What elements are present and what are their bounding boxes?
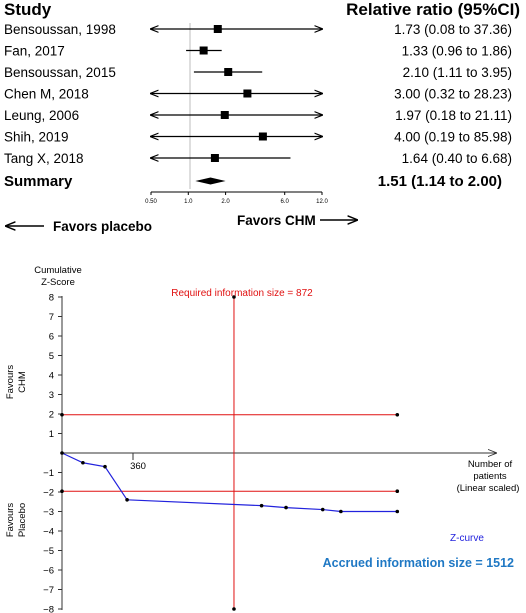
- study-name: Tang X, 2018: [4, 151, 84, 166]
- z-curve-point: [60, 451, 64, 455]
- favours-chm-line-2: CHM: [17, 371, 28, 393]
- favors-chm: Favors CHM: [237, 213, 357, 228]
- required-information-size-label: Required information size = 872: [171, 288, 313, 299]
- boundary-end-point: [395, 412, 400, 417]
- y-axis-title-line-1: Cumulative: [34, 265, 82, 276]
- y-tick-label: 7: [49, 312, 54, 323]
- forest-x-axis: 0.50 1.0 2.0 6.0 12.0: [145, 191, 328, 205]
- y-axis-title-line-2: Z-Score: [41, 277, 75, 288]
- y-tick-label: −4: [43, 527, 54, 538]
- x-axis-title-line-3: (Linear scaled): [457, 483, 520, 494]
- x-axis-title-line-2: patients: [473, 471, 507, 482]
- z-curve-point: [284, 505, 288, 510]
- study-name: Bensoussan, 1998: [4, 22, 116, 37]
- z-curve-point: [395, 509, 400, 514]
- z-curve-point: [125, 498, 129, 502]
- boundary-end-point: [395, 489, 400, 494]
- ratio-header: Relative ratio (95%CI): [346, 0, 520, 19]
- study-ratio-label: 2.10 (1.11 to 3.95): [403, 65, 512, 80]
- accrued-information-size-label: Accrued information size = 1512: [323, 556, 514, 570]
- z-curve-point: [259, 503, 264, 508]
- study-header: Study: [4, 0, 52, 19]
- favors-chm-label: Favors CHM: [237, 213, 316, 228]
- point-estimate: [213, 25, 222, 33]
- z-curve-label: Z-curve: [450, 533, 484, 544]
- point-estimate: [199, 46, 208, 55]
- study-ratio-label: 1.97 (0.18 to 21.11): [395, 108, 512, 123]
- required-information-size: [232, 295, 236, 611]
- y-tick-label: 6: [49, 332, 54, 343]
- favors-placebo: Favors placebo: [6, 219, 152, 234]
- summary-diamond: [195, 177, 226, 185]
- y-tick-label: 4: [49, 371, 54, 382]
- study-name: Chen M, 2018: [4, 87, 89, 102]
- forest-x-tick-label: 2.0: [221, 199, 230, 205]
- boundary-lines: [60, 412, 400, 494]
- z-curve: [60, 451, 400, 514]
- ris-top-point: [232, 295, 236, 299]
- study-ratio-label: 1.64 (0.40 to 6.68): [402, 151, 512, 166]
- y-tick-label: 8: [49, 293, 54, 304]
- study-name: Shih, 2019: [4, 130, 69, 145]
- ris-bottom-point: [232, 607, 236, 611]
- forest-rows: Bensoussan, 1998 1.73 (0.08 to 37.36) Fan,…: [4, 22, 512, 190]
- y-tick-label: −2: [43, 488, 54, 499]
- study-name: Bensoussan, 2015: [4, 65, 116, 80]
- y-tick-label: 2: [49, 410, 54, 421]
- point-estimate: [224, 68, 233, 76]
- y-tick-label: −3: [43, 507, 54, 518]
- forest-x-tick-label: 6.0: [281, 199, 290, 205]
- favours-chm-line-1: Favours: [5, 365, 16, 400]
- y-tick-label: −1: [43, 468, 54, 479]
- study-ratio-label: 1.73 (0.08 to 37.36): [394, 22, 512, 37]
- favors-placebo-label: Favors placebo: [53, 219, 152, 234]
- z-curve-line: [61, 452, 398, 513]
- study-ratio-label: 3.00 (0.32 to 28.23): [394, 87, 512, 102]
- study-ratio-label: 1.33 (0.96 to 1.86): [402, 44, 512, 59]
- summary-ratio-label: 1.51 (1.14 to 2.00): [378, 173, 502, 190]
- x-tick-label-360: 360: [130, 461, 146, 472]
- y-tick-label: 1: [49, 429, 54, 440]
- tsa-plot: Cumulative Z-Score 8 7 6 5 4 3 2 1 −1 −2 −3 −4 −5 −6 −…: [5, 265, 519, 613]
- boundary-start-point: [60, 489, 64, 494]
- favours-placebo-line-2: Placebo: [17, 503, 28, 537]
- summary-name: Summary: [4, 173, 73, 190]
- x-axis-title-line-1: Number of: [468, 459, 513, 470]
- forest-x-tick-label: 12.0: [316, 199, 328, 205]
- point-estimate: [258, 132, 267, 141]
- z-curve-point: [320, 507, 325, 512]
- z-curve-point: [339, 509, 343, 514]
- point-estimate: [243, 89, 252, 98]
- forest-x-tick-label: 1.0: [184, 199, 193, 205]
- y-ticks: 8 7 6 5 4 3 2 1 −1 −2 −3 −4 −5 −6 −7 −8: [43, 293, 62, 613]
- study-ratio-label: 4.00 (0.19 to 85.98): [394, 130, 512, 145]
- study-name: Fan, 2017: [4, 44, 65, 59]
- forest-x-tick-label: 0.50: [145, 199, 157, 205]
- y-tick-label: −8: [43, 605, 54, 613]
- study-name: Leung, 2006: [4, 108, 79, 123]
- z-curve-point: [81, 460, 85, 465]
- y-tick-label: −5: [43, 546, 54, 557]
- y-tick-label: 3: [49, 390, 54, 401]
- z-curve-point: [103, 464, 107, 469]
- favours-placebo-line-1: Favours: [5, 503, 16, 538]
- point-estimate: [210, 154, 219, 162]
- y-tick-label: −7: [43, 585, 54, 596]
- y-tick-label: 5: [49, 351, 54, 362]
- forest-plot: Study Relative ratio (95%CI) Bensoussan,…: [4, 0, 520, 234]
- y-tick-label: −6: [43, 566, 54, 577]
- point-estimate: [220, 111, 229, 119]
- boundary-start-point: [60, 412, 64, 417]
